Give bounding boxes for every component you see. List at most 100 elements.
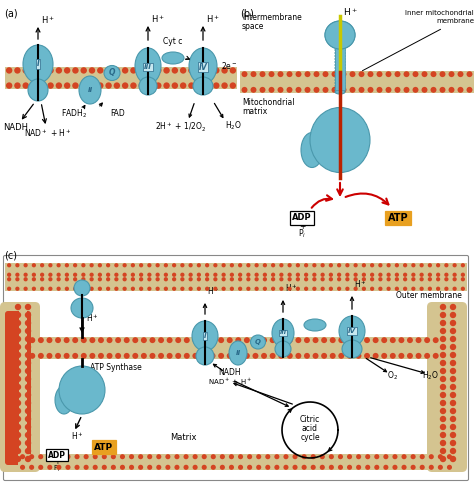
Circle shape (205, 272, 209, 277)
Ellipse shape (250, 335, 265, 349)
Circle shape (46, 337, 53, 343)
Circle shape (180, 67, 186, 74)
Circle shape (197, 277, 201, 281)
Circle shape (25, 352, 31, 358)
Circle shape (164, 277, 168, 281)
Circle shape (38, 465, 43, 470)
Circle shape (251, 87, 256, 93)
Circle shape (205, 277, 209, 281)
Circle shape (263, 263, 267, 267)
Circle shape (270, 337, 275, 343)
Circle shape (399, 353, 404, 359)
Circle shape (440, 352, 446, 358)
Circle shape (107, 337, 112, 343)
Circle shape (385, 87, 392, 93)
Circle shape (304, 287, 308, 291)
Circle shape (65, 287, 69, 291)
Circle shape (141, 337, 147, 343)
Circle shape (147, 465, 152, 470)
Circle shape (253, 337, 258, 343)
Text: membrane: membrane (436, 18, 474, 24)
Circle shape (221, 67, 228, 74)
Circle shape (450, 360, 456, 366)
Circle shape (56, 272, 61, 277)
Circle shape (48, 277, 53, 281)
Text: Intermembrane: Intermembrane (242, 13, 302, 22)
Circle shape (114, 272, 118, 277)
Circle shape (15, 432, 21, 438)
Circle shape (338, 465, 343, 470)
Circle shape (247, 465, 252, 470)
Circle shape (131, 263, 135, 267)
Circle shape (450, 416, 456, 422)
Circle shape (331, 87, 337, 93)
Ellipse shape (74, 280, 90, 296)
Circle shape (367, 71, 374, 77)
Circle shape (386, 277, 391, 281)
Circle shape (39, 82, 46, 89)
Circle shape (419, 287, 424, 291)
Circle shape (92, 465, 98, 470)
Circle shape (235, 353, 241, 359)
Circle shape (56, 454, 62, 459)
Circle shape (450, 368, 456, 374)
Circle shape (440, 400, 446, 406)
Circle shape (246, 287, 250, 291)
Circle shape (165, 454, 171, 459)
Circle shape (312, 272, 317, 277)
Circle shape (180, 277, 184, 281)
Ellipse shape (335, 57, 345, 61)
Circle shape (310, 454, 316, 459)
Circle shape (255, 272, 259, 277)
Text: P$_i$: P$_i$ (53, 464, 61, 474)
Circle shape (381, 337, 387, 343)
Bar (335, 35, 345, 90)
Ellipse shape (335, 75, 345, 79)
Circle shape (155, 82, 162, 89)
Circle shape (349, 71, 356, 77)
Circle shape (56, 277, 61, 281)
Ellipse shape (304, 319, 326, 331)
Circle shape (296, 272, 300, 277)
Circle shape (15, 263, 19, 267)
Text: III: III (280, 331, 287, 335)
Circle shape (105, 67, 112, 74)
Circle shape (256, 454, 261, 459)
Circle shape (107, 353, 112, 359)
Circle shape (25, 336, 31, 342)
Circle shape (320, 263, 325, 267)
Circle shape (238, 263, 242, 267)
Circle shape (288, 272, 292, 277)
Ellipse shape (325, 21, 355, 49)
Circle shape (64, 82, 70, 89)
Circle shape (183, 465, 189, 470)
Circle shape (386, 287, 391, 291)
Circle shape (155, 287, 160, 291)
Circle shape (390, 337, 396, 343)
Circle shape (15, 448, 21, 454)
Circle shape (419, 277, 424, 281)
Circle shape (378, 287, 383, 291)
Circle shape (15, 384, 21, 390)
Bar (240, 71, 474, 93)
Circle shape (279, 263, 283, 267)
Circle shape (73, 272, 77, 277)
Ellipse shape (301, 133, 323, 167)
Circle shape (25, 392, 31, 398)
Circle shape (98, 263, 102, 267)
Ellipse shape (335, 72, 345, 76)
Circle shape (189, 277, 193, 281)
Circle shape (158, 337, 164, 343)
Circle shape (25, 320, 31, 326)
Circle shape (147, 82, 153, 89)
Circle shape (81, 277, 85, 281)
Circle shape (6, 82, 12, 89)
Circle shape (29, 337, 35, 343)
Text: +: + (54, 459, 60, 465)
Circle shape (167, 337, 173, 343)
Circle shape (218, 353, 224, 359)
Text: H$^+$: H$^+$ (151, 13, 165, 25)
Circle shape (321, 337, 327, 343)
Circle shape (164, 82, 170, 89)
Circle shape (40, 263, 44, 267)
